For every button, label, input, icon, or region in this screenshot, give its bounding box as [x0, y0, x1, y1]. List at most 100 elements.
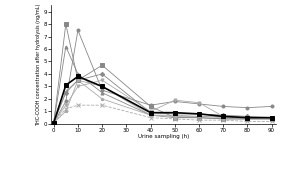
P8 — [52, 122, 55, 124]
P8 — [246, 117, 249, 119]
Y-axis label: THC-COOH concentration after hydrolysis (ng/mL): THC-COOH concentration after hydrolysis … — [36, 3, 41, 126]
P7 — [270, 120, 273, 122]
P5 — [100, 73, 104, 75]
P3 — [173, 117, 176, 119]
X-axis label: Urine sampling (h): Urine sampling (h) — [138, 135, 190, 139]
Mean — [197, 113, 201, 115]
P5 — [221, 114, 225, 116]
P3 — [76, 73, 80, 75]
P5 — [76, 79, 80, 81]
P4 — [149, 104, 152, 106]
P3 — [221, 118, 225, 120]
P5 — [52, 122, 55, 124]
P6 — [76, 85, 80, 87]
P1 — [197, 115, 201, 118]
P7 — [149, 117, 152, 119]
Mean — [64, 84, 68, 86]
P3 — [246, 118, 249, 120]
P7 — [76, 104, 80, 106]
P7 — [64, 108, 68, 110]
P8 — [221, 117, 225, 119]
P4 — [221, 105, 225, 107]
P7 — [221, 119, 225, 121]
P2 — [64, 23, 68, 25]
P7 — [52, 122, 55, 124]
P7 — [246, 120, 249, 122]
P2 — [52, 122, 55, 124]
P6 — [173, 99, 176, 101]
P4 — [173, 100, 176, 102]
P5 — [149, 112, 152, 114]
P5 — [64, 92, 68, 94]
P2 — [149, 105, 152, 107]
Line: P2: P2 — [52, 22, 273, 124]
P1 — [52, 122, 55, 124]
P2 — [270, 118, 273, 120]
P6 — [100, 79, 104, 81]
P2 — [246, 118, 249, 120]
Line: P7: P7 — [52, 104, 273, 124]
Mean — [246, 117, 249, 119]
P1 — [100, 85, 104, 87]
Mean — [149, 112, 152, 114]
Mean — [76, 75, 80, 78]
P4 — [246, 107, 249, 109]
P6 — [246, 117, 249, 119]
P3 — [100, 92, 104, 94]
P6 — [270, 118, 273, 120]
P4 — [76, 29, 80, 31]
Mean — [173, 112, 176, 114]
Line: P5: P5 — [52, 72, 273, 124]
P2 — [173, 117, 176, 119]
P1 — [64, 90, 68, 93]
P1 — [221, 115, 225, 118]
P8 — [64, 110, 68, 112]
P2 — [221, 118, 225, 120]
P8 — [149, 114, 152, 116]
P7 — [173, 118, 176, 120]
P8 — [270, 118, 273, 120]
P5 — [246, 115, 249, 118]
P4 — [197, 103, 201, 105]
P1 — [149, 114, 152, 116]
P1 — [246, 117, 249, 119]
P3 — [197, 117, 201, 119]
P8 — [100, 98, 104, 100]
P2 — [76, 79, 80, 81]
P8 — [173, 115, 176, 118]
Mean — [52, 122, 55, 124]
P8 — [197, 115, 201, 118]
P4 — [52, 122, 55, 124]
Line: Mean: Mean — [52, 74, 274, 125]
P5 — [173, 113, 176, 115]
P8 — [76, 79, 80, 81]
P1 — [76, 79, 80, 81]
P7 — [100, 104, 104, 106]
P4 — [100, 89, 104, 91]
P4 — [270, 105, 273, 107]
P3 — [149, 114, 152, 116]
P5 — [270, 117, 273, 119]
P3 — [52, 122, 55, 124]
P4 — [64, 100, 68, 102]
Mean — [221, 115, 225, 118]
Line: P8: P8 — [52, 79, 273, 124]
P3 — [64, 45, 68, 48]
Line: P4: P4 — [52, 29, 273, 124]
P6 — [64, 104, 68, 106]
P2 — [100, 64, 104, 66]
P6 — [221, 115, 225, 118]
P6 — [52, 122, 55, 124]
P5 — [197, 113, 201, 115]
Line: P3: P3 — [52, 45, 273, 124]
P6 — [149, 110, 152, 112]
Mean — [270, 117, 273, 119]
P1 — [173, 114, 176, 116]
P3 — [270, 118, 273, 120]
Line: P6: P6 — [52, 79, 273, 124]
Mean — [100, 85, 104, 87]
P7 — [197, 119, 201, 121]
P1 — [270, 117, 273, 119]
P6 — [197, 102, 201, 104]
Line: P1: P1 — [52, 79, 273, 124]
